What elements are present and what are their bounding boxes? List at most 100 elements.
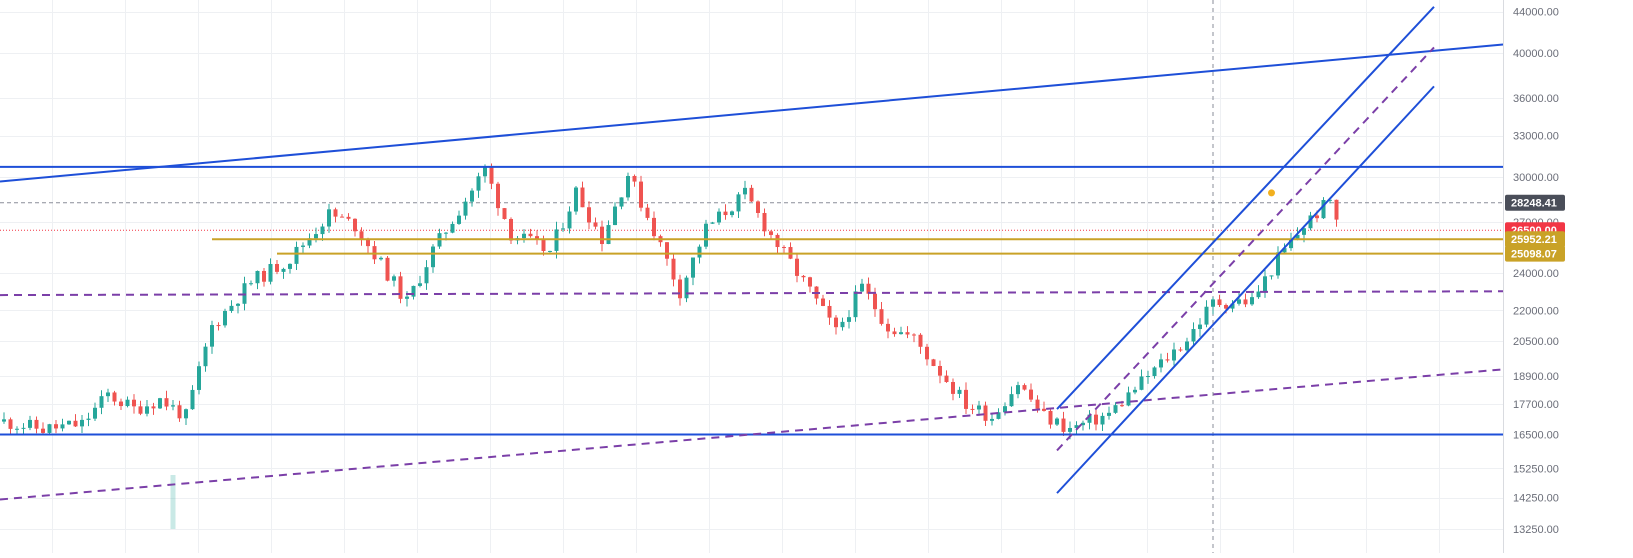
candle-body — [268, 263, 273, 282]
candle-body — [359, 231, 364, 240]
candle-body — [353, 218, 357, 232]
candle-body — [834, 317, 838, 328]
candle-body — [197, 366, 201, 390]
event-marker-icon[interactable] — [1268, 189, 1275, 197]
candle-body — [743, 187, 747, 195]
candle-body — [457, 215, 461, 224]
candle-body — [216, 325, 221, 327]
candle-body — [704, 223, 708, 247]
candle-body — [1217, 299, 1222, 306]
candle-body — [1178, 349, 1183, 351]
candle-body — [398, 276, 403, 299]
candle-body — [613, 206, 617, 226]
candle-body — [1191, 329, 1196, 342]
candle-body — [476, 176, 481, 191]
candle-body — [307, 238, 312, 246]
candle-body — [2, 419, 6, 422]
candle-body — [483, 167, 487, 177]
candle-body — [489, 167, 494, 184]
candle-body — [255, 270, 260, 284]
price-label-text: 28248.41 — [1511, 198, 1557, 210]
candle-body — [509, 218, 513, 241]
candle-body — [632, 175, 637, 182]
candle-body — [177, 405, 182, 419]
candle-body — [405, 296, 409, 299]
candle-body — [1081, 422, 1085, 426]
drawing-tools-front — [0, 6, 1504, 501]
candle-body — [840, 321, 845, 328]
candle-body — [957, 389, 962, 394]
price-tick-label: 14250.00 — [1513, 493, 1559, 505]
candle-body — [1224, 305, 1228, 309]
price-tick-label: 15250.00 — [1513, 463, 1559, 475]
channel-upper[interactable] — [1056, 6, 1435, 410]
candle-body — [346, 216, 351, 219]
candle-body — [749, 187, 754, 202]
candle-body — [1113, 405, 1118, 413]
candle-body — [1328, 199, 1332, 201]
candle-body — [366, 239, 370, 247]
candle-body — [1289, 239, 1293, 249]
candle-body — [1126, 392, 1131, 406]
channel-lower[interactable] — [1056, 85, 1435, 494]
candle-body — [223, 310, 227, 326]
candle-body — [977, 405, 981, 410]
candle-body — [171, 405, 175, 407]
purple-mid-horizontal[interactable] — [0, 290, 1504, 297]
candle-body — [73, 420, 78, 427]
candle-body — [294, 246, 299, 264]
candle-body — [606, 225, 611, 245]
candles — [2, 163, 1339, 440]
candle-body — [710, 222, 715, 224]
candle-body — [1204, 306, 1209, 325]
candle-body — [983, 405, 988, 421]
candle-body — [639, 181, 643, 208]
candle-body — [522, 233, 526, 239]
candle-body — [645, 207, 650, 218]
candle-body — [821, 298, 825, 306]
candle-body — [1068, 427, 1072, 432]
candle-body — [327, 209, 331, 227]
channel-median[interactable] — [1056, 46, 1435, 452]
candle-body — [925, 346, 929, 360]
candle-body — [892, 331, 897, 335]
candle-body — [275, 263, 279, 272]
candle-body — [1139, 376, 1144, 390]
upper-rising-trendline[interactable] — [0, 43, 1504, 183]
candle-body — [229, 305, 234, 311]
candle-body — [561, 228, 565, 230]
price-tick-label: 44000.00 — [1513, 7, 1559, 19]
candle-body — [619, 197, 624, 207]
candle-body — [1074, 425, 1079, 428]
candle-body — [879, 309, 884, 324]
candle-body — [502, 208, 507, 219]
candle-body — [808, 277, 812, 287]
candle-body — [964, 389, 968, 409]
price-axis[interactable]: 44000.00 40000.00 36000.00 33000.00 30000.00… — [1503, 0, 1633, 553]
candle-body — [281, 268, 286, 272]
candle-body — [184, 409, 188, 419]
candle-body — [1230, 303, 1235, 309]
candle-body — [717, 211, 721, 223]
candle-body — [463, 201, 468, 216]
candle-body — [132, 399, 136, 407]
price-label-text: 25952.21 — [1511, 234, 1557, 246]
candle-body — [249, 283, 253, 285]
candle-body — [1308, 215, 1313, 229]
candle-body — [1198, 324, 1202, 330]
candle-body — [1016, 385, 1020, 395]
candle-body — [1035, 399, 1040, 409]
candle-body — [866, 283, 871, 294]
candle-body — [1315, 215, 1319, 219]
candle-body — [730, 211, 734, 216]
candle-body — [392, 276, 396, 281]
candle-body — [691, 257, 695, 278]
candle-body — [684, 277, 689, 299]
candle-body — [1133, 389, 1137, 393]
candle-body — [775, 234, 780, 248]
candle-body — [541, 238, 546, 251]
price-label-badge — [1505, 245, 1565, 262]
price-tick-label: 30000.00 — [1513, 172, 1559, 184]
